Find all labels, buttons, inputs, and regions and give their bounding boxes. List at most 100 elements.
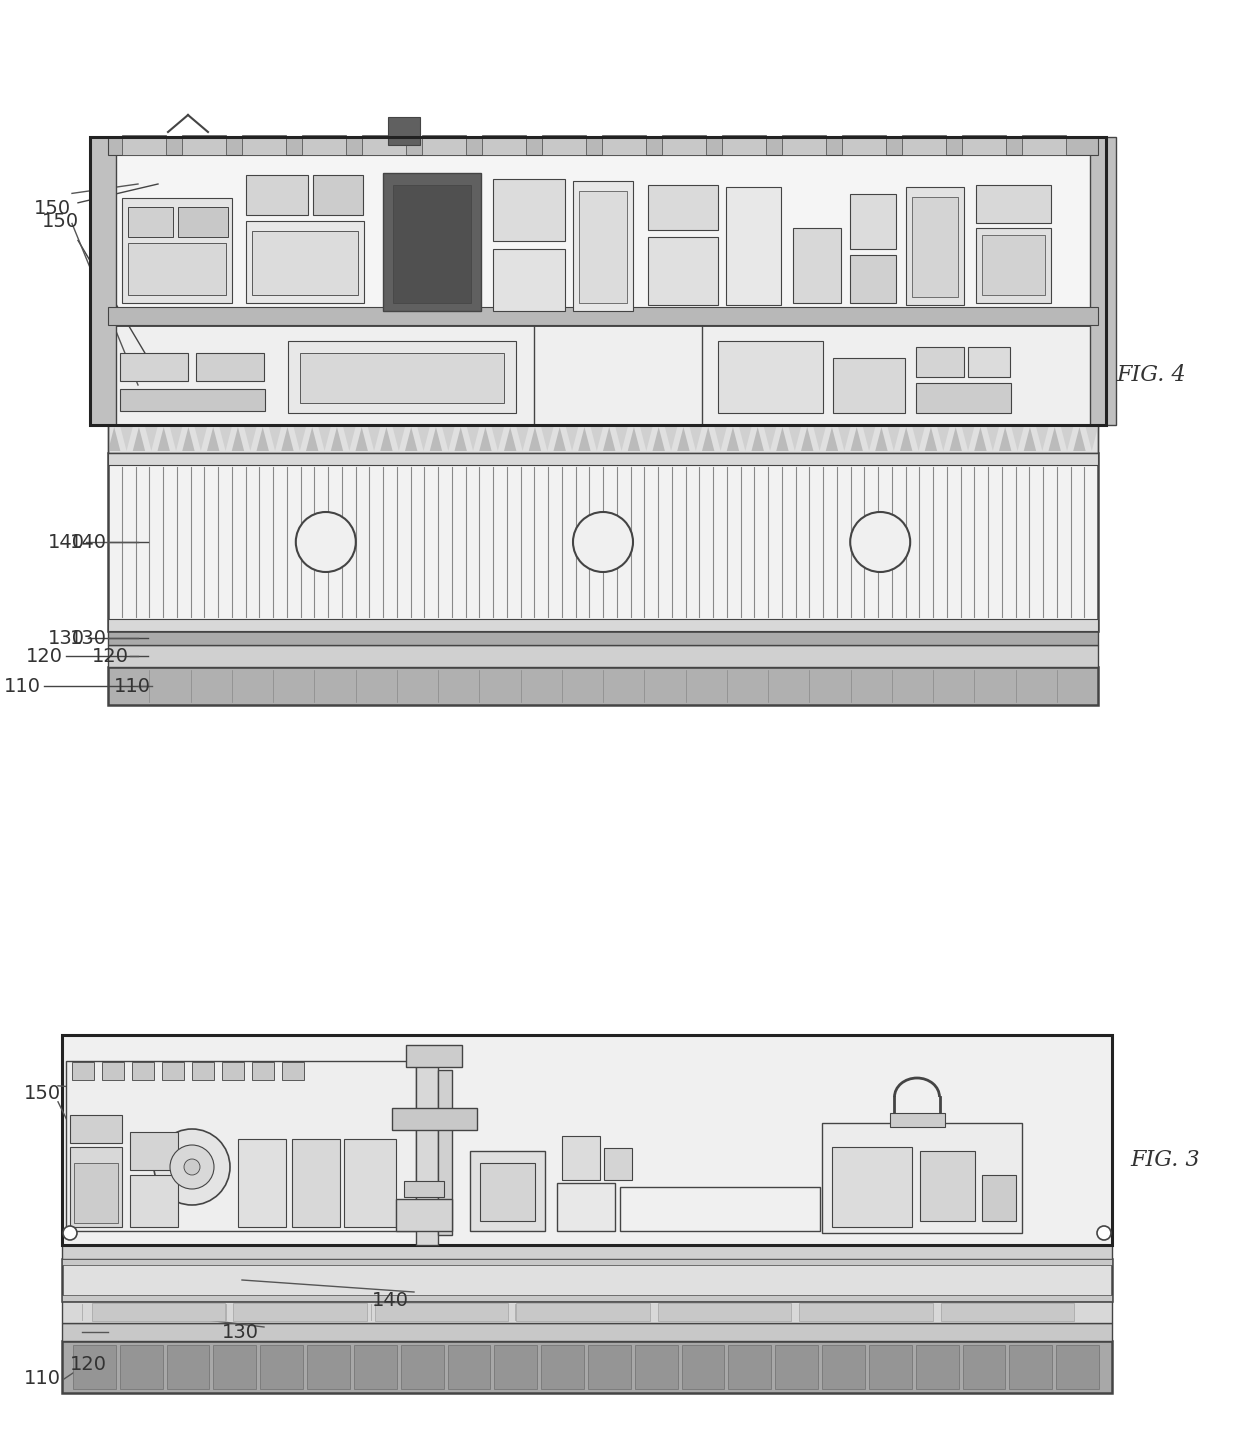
Bar xyxy=(120,389,265,410)
Polygon shape xyxy=(1074,428,1086,451)
Bar xyxy=(69,1147,122,1227)
Bar xyxy=(448,1345,490,1389)
Bar xyxy=(108,136,1097,155)
Bar xyxy=(392,1108,477,1129)
Bar xyxy=(396,1200,453,1231)
Bar xyxy=(941,1303,1074,1322)
Polygon shape xyxy=(516,428,528,451)
Polygon shape xyxy=(851,428,863,451)
Polygon shape xyxy=(1061,428,1074,451)
Bar xyxy=(662,135,706,155)
Bar xyxy=(252,1062,274,1081)
Bar xyxy=(1009,1345,1053,1389)
Bar xyxy=(260,1345,303,1389)
Bar xyxy=(69,1115,122,1144)
Circle shape xyxy=(170,1145,215,1190)
Polygon shape xyxy=(888,428,900,451)
Bar xyxy=(108,453,1097,631)
Polygon shape xyxy=(133,428,145,451)
Polygon shape xyxy=(319,428,331,451)
Bar xyxy=(649,237,718,306)
Text: 140: 140 xyxy=(69,532,107,551)
Bar xyxy=(362,135,405,155)
Bar xyxy=(601,135,646,155)
Bar xyxy=(920,1151,975,1221)
Polygon shape xyxy=(443,428,455,451)
Circle shape xyxy=(1097,1225,1111,1240)
Bar xyxy=(343,1139,396,1227)
Polygon shape xyxy=(108,428,120,451)
Bar xyxy=(62,1302,1112,1323)
Bar xyxy=(832,1147,911,1227)
Polygon shape xyxy=(727,428,739,451)
Text: 130: 130 xyxy=(47,629,84,647)
Polygon shape xyxy=(207,428,219,451)
Bar xyxy=(869,1345,911,1389)
Bar xyxy=(982,1175,1016,1221)
Bar xyxy=(794,228,841,303)
Polygon shape xyxy=(677,428,689,451)
Bar xyxy=(822,1345,866,1389)
Polygon shape xyxy=(801,428,813,451)
Polygon shape xyxy=(751,428,764,451)
Bar xyxy=(91,136,117,425)
Bar xyxy=(300,353,503,403)
Bar xyxy=(303,135,346,155)
Polygon shape xyxy=(528,428,541,451)
Polygon shape xyxy=(331,428,343,451)
Circle shape xyxy=(154,1129,229,1205)
Polygon shape xyxy=(503,428,516,451)
Bar xyxy=(562,1137,600,1180)
Bar xyxy=(782,135,826,155)
Polygon shape xyxy=(937,428,950,451)
Bar xyxy=(620,1187,820,1231)
Circle shape xyxy=(63,1225,77,1240)
Polygon shape xyxy=(182,428,195,451)
Polygon shape xyxy=(875,428,888,451)
Polygon shape xyxy=(257,428,269,451)
Bar xyxy=(911,197,959,297)
Polygon shape xyxy=(405,428,418,451)
Bar xyxy=(233,1303,367,1322)
Bar xyxy=(728,1345,771,1389)
Bar xyxy=(374,1303,508,1322)
Bar xyxy=(252,231,358,296)
Text: 110: 110 xyxy=(4,676,41,696)
Bar xyxy=(192,1062,215,1081)
Polygon shape xyxy=(826,428,838,451)
Polygon shape xyxy=(343,428,356,451)
Bar xyxy=(91,136,1106,425)
Polygon shape xyxy=(714,428,727,451)
Bar xyxy=(213,1345,257,1389)
Bar xyxy=(131,1062,154,1081)
Polygon shape xyxy=(244,428,257,451)
Bar xyxy=(108,425,1097,453)
Bar xyxy=(128,207,174,237)
Bar xyxy=(388,118,420,145)
Bar xyxy=(962,1345,1006,1389)
Text: 130: 130 xyxy=(69,629,107,647)
Bar xyxy=(579,191,627,303)
Bar xyxy=(62,1258,1112,1266)
Text: 110: 110 xyxy=(114,676,150,696)
Polygon shape xyxy=(467,428,479,451)
Polygon shape xyxy=(479,428,491,451)
Bar xyxy=(822,1124,1022,1233)
Bar xyxy=(494,250,565,311)
Bar xyxy=(725,187,781,306)
Polygon shape xyxy=(170,428,182,451)
Polygon shape xyxy=(306,428,319,451)
Bar xyxy=(1022,135,1066,155)
Polygon shape xyxy=(764,428,776,451)
Polygon shape xyxy=(962,428,975,451)
Polygon shape xyxy=(553,428,565,451)
Polygon shape xyxy=(689,428,702,451)
Bar xyxy=(238,1139,286,1227)
Polygon shape xyxy=(863,428,875,451)
Bar xyxy=(74,1162,118,1223)
Polygon shape xyxy=(776,428,789,451)
Ellipse shape xyxy=(851,512,910,573)
Bar xyxy=(657,1303,791,1322)
Polygon shape xyxy=(1024,428,1037,451)
Bar xyxy=(542,135,587,155)
